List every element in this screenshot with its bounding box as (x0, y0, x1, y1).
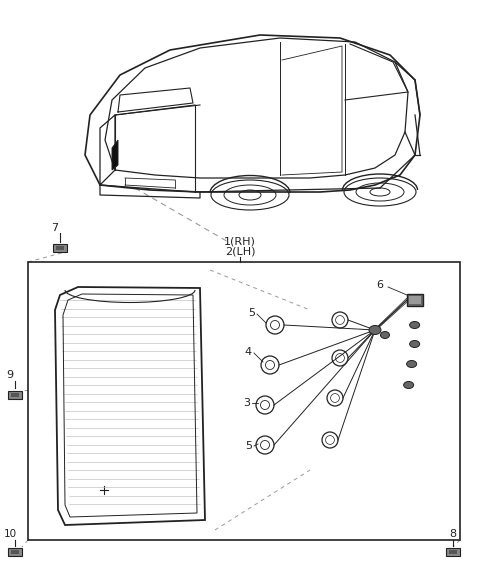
Bar (449, 550, 457, 555)
Ellipse shape (409, 341, 420, 348)
Text: 5: 5 (248, 308, 255, 318)
Text: 10: 10 (3, 529, 17, 539)
Text: 2(LH): 2(LH) (225, 246, 255, 256)
Ellipse shape (381, 332, 389, 338)
Bar (11, 393, 19, 397)
Bar (28, 262, 460, 540)
Bar (53, 244, 67, 252)
Text: 7: 7 (51, 223, 59, 233)
Text: 4: 4 (245, 347, 252, 357)
Text: 8: 8 (449, 529, 456, 539)
Ellipse shape (369, 325, 381, 335)
Text: 3: 3 (243, 398, 250, 408)
Text: 6: 6 (376, 280, 384, 290)
Bar (11, 550, 19, 555)
Bar (446, 548, 460, 556)
Text: 1(RH): 1(RH) (224, 236, 256, 246)
Bar (56, 246, 64, 250)
Ellipse shape (404, 381, 414, 388)
Polygon shape (112, 140, 118, 170)
Bar (8, 391, 22, 399)
Bar (8, 548, 22, 556)
Ellipse shape (409, 321, 420, 328)
Bar (407, 294, 423, 306)
Text: 9: 9 (6, 370, 13, 380)
Ellipse shape (407, 361, 417, 367)
Text: 5: 5 (245, 441, 252, 451)
Bar (409, 296, 421, 304)
